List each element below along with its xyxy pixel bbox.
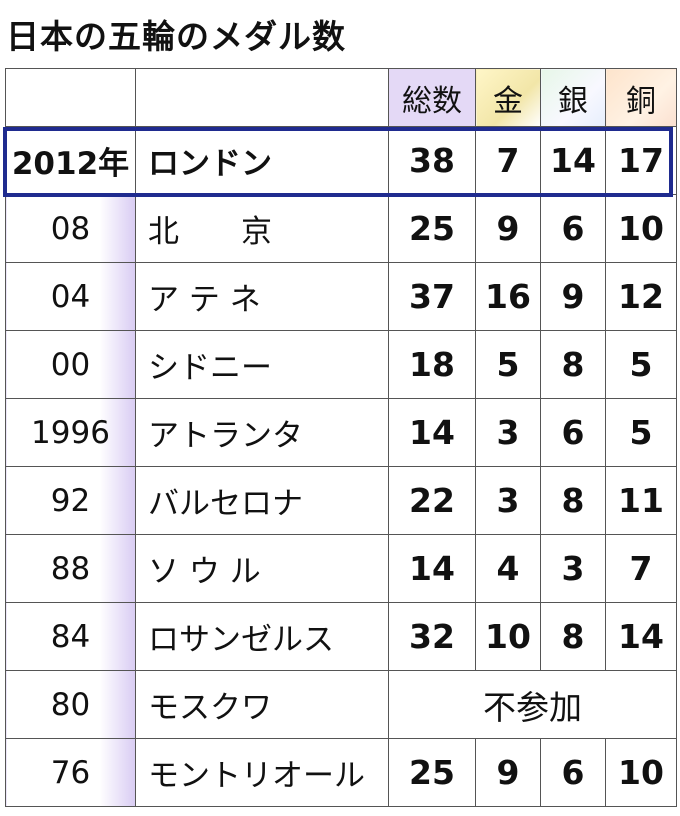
- medal-cell: 37: [388, 262, 476, 331]
- year-cell: 2012年: [5, 126, 136, 195]
- city-cell: アトランタ: [135, 398, 389, 467]
- year-cell: 84: [5, 602, 136, 671]
- medal-cell: 8: [540, 330, 606, 399]
- header-cell: 銀: [540, 68, 606, 127]
- data-row: 2012年 ロンドン 38 7 14 17: [5, 126, 677, 195]
- medal-cell: 14: [388, 534, 476, 603]
- data-row: 00 シドニー 18 5 8 5: [5, 330, 677, 399]
- medal-cell: 4: [475, 534, 541, 603]
- year-cell: 88: [5, 534, 136, 603]
- year-cell: 76: [5, 738, 136, 807]
- medal-cell: 10: [475, 602, 541, 671]
- year-cell: 00: [5, 330, 136, 399]
- medal-cell: 25: [388, 738, 476, 807]
- medal-cell: 5: [475, 330, 541, 399]
- medal-cell: 5: [605, 398, 677, 467]
- medal-cell: 22: [388, 466, 476, 535]
- medal-cell: 7: [475, 126, 541, 195]
- header-cell: 金: [475, 68, 541, 127]
- medal-cell: 12: [605, 262, 677, 331]
- medal-cell: 11: [605, 466, 677, 535]
- year-cell: 08: [5, 194, 136, 263]
- city-cell: モントリオール: [135, 738, 389, 807]
- medal-cell: 6: [540, 738, 606, 807]
- city-cell: バルセロナ: [135, 466, 389, 535]
- year-cell: 80: [5, 670, 136, 739]
- data-row: 88 ソ ウ ル 14 4 3 7: [5, 534, 677, 603]
- medal-cell: 9: [540, 262, 606, 331]
- city-cell: シドニー: [135, 330, 389, 399]
- medal-cell: 9: [475, 194, 541, 263]
- data-row: 84 ロサンゼルス 32 10 8 14: [5, 602, 677, 671]
- city-cell: モスクワ: [135, 670, 389, 739]
- medal-cell: 32: [388, 602, 476, 671]
- header-cell: 総数: [388, 68, 476, 127]
- medal-cell: 7: [605, 534, 677, 603]
- medal-cell: 18: [388, 330, 476, 399]
- data-row: 92 バルセロナ 22 3 8 11: [5, 466, 677, 535]
- city-cell: ソ ウ ル: [135, 534, 389, 603]
- medal-cell: 8: [540, 466, 606, 535]
- medal-cell: 9: [475, 738, 541, 807]
- header-cell: [5, 68, 136, 127]
- medal-cell: 不参加: [388, 670, 677, 739]
- medal-cell: 6: [540, 398, 606, 467]
- year-cell: 1996: [5, 398, 136, 467]
- medal-cell: 14: [605, 602, 677, 671]
- city-cell: ロンドン: [135, 126, 389, 195]
- city-cell: 北 京: [135, 194, 389, 263]
- medal-cell: 10: [605, 738, 677, 807]
- city-cell: ロサンゼルス: [135, 602, 389, 671]
- header-cell: [135, 68, 389, 127]
- header-row: 総数金銀銅: [5, 68, 677, 127]
- medal-cell: 3: [475, 398, 541, 467]
- medal-cell: 14: [540, 126, 606, 195]
- title: 日本の五輪のメダル数: [6, 17, 346, 56]
- medal-cell: 3: [540, 534, 606, 603]
- city-cell: ア テ ネ: [135, 262, 389, 331]
- data-row: 1996 アトランタ 14 3 6 5: [5, 398, 677, 467]
- year-cell: 92: [5, 466, 136, 535]
- medal-cell: 17: [605, 126, 677, 195]
- medal-cell: 14: [388, 398, 476, 467]
- data-row: 04 ア テ ネ 37 16 9 12: [5, 262, 677, 331]
- year-cell: 04: [5, 262, 136, 331]
- data-row: 08 北 京 25 9 6 10: [5, 194, 677, 263]
- data-row: 76 モントリオール 25 9 6 10: [5, 738, 677, 807]
- medal-cell: 6: [540, 194, 606, 263]
- medal-cell: 25: [388, 194, 476, 263]
- medal-cell: 38: [388, 126, 476, 195]
- medal-cell: 3: [475, 466, 541, 535]
- medal-cell: 8: [540, 602, 606, 671]
- medal-cell: 10: [605, 194, 677, 263]
- medal-cell: 16: [475, 262, 541, 331]
- header-cell: 銅: [605, 68, 677, 127]
- data-row: 80 モスクワ 不参加: [5, 670, 677, 739]
- medal-cell: 5: [605, 330, 677, 399]
